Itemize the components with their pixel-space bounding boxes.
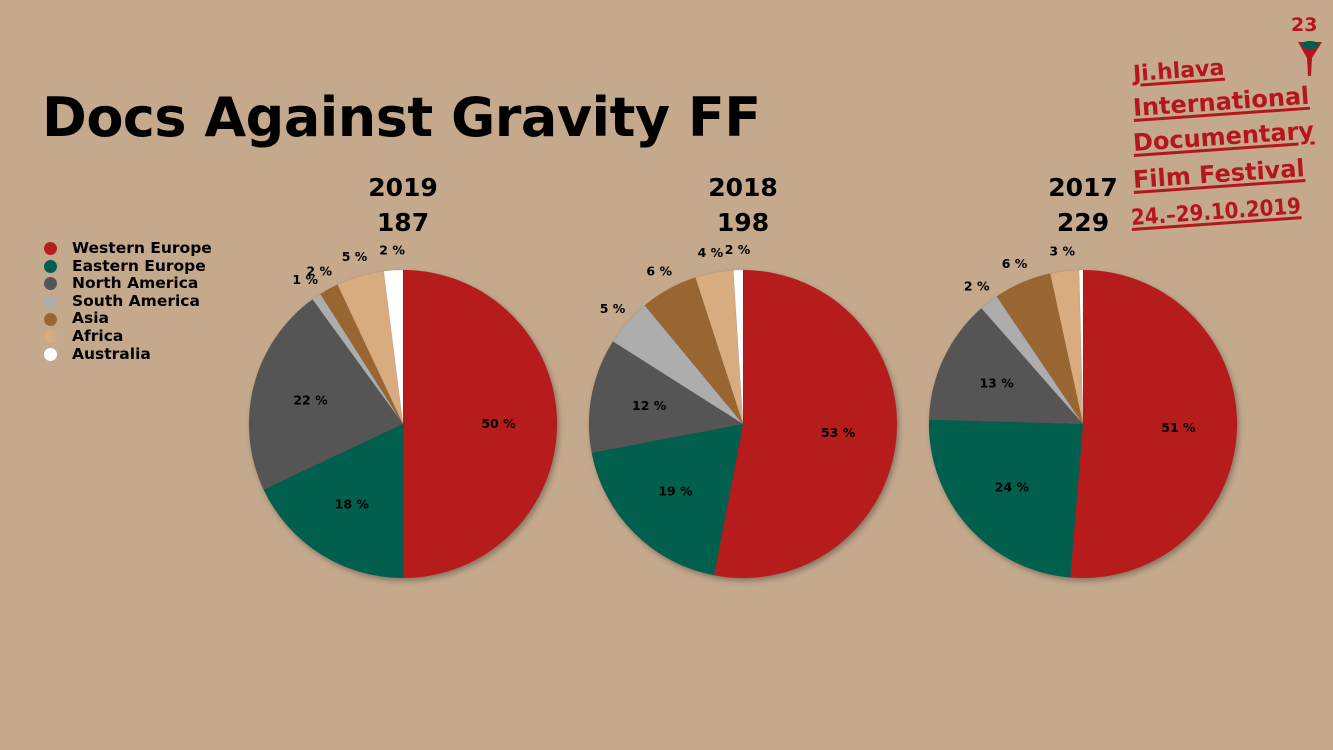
logo-line-3: Documentary <box>1132 116 1315 157</box>
legend-swatch <box>44 312 57 326</box>
pie-data-label: 13 % <box>979 375 1014 390</box>
pie-data-label: 2 % <box>306 264 332 279</box>
legend-label: Western Europe <box>72 239 212 258</box>
pie-total: 198 <box>716 208 770 237</box>
legend-label: Africa <box>72 327 124 346</box>
pie-data-label: 53 % <box>821 425 856 440</box>
pie-year: 2017 <box>1048 173 1118 202</box>
legend-label: Asia <box>72 309 109 328</box>
slide-title: Docs Against Gravity FF <box>42 86 761 149</box>
logo-line-4: Film Festival <box>1132 154 1306 194</box>
legend-label: Australia <box>72 344 151 363</box>
legend-item-asia: Asia <box>42 310 212 328</box>
legend-swatch <box>44 242 57 256</box>
legend-swatch <box>44 347 57 361</box>
pie-data-label: 12 % <box>632 398 667 413</box>
pie-data-label: 5 % <box>600 301 626 316</box>
pie-data-label: 2 % <box>725 242 751 257</box>
legend-swatch <box>44 330 57 344</box>
pie-heading-2018: 2018 198 <box>673 170 813 240</box>
chart-legend: Western Europe Eastern Europe North Amer… <box>42 240 212 363</box>
legend-item-south-america: South America <box>42 293 212 311</box>
pie-data-label: 4 % <box>698 245 724 260</box>
logo-line-1: Ji.hlava <box>1132 55 1226 87</box>
pie-total: 229 <box>1056 208 1110 237</box>
logo-line-2: International <box>1132 81 1311 122</box>
pie-slice-eastern-europe <box>263 423 404 579</box>
pie-data-label: 22 % <box>293 392 328 407</box>
pie-year: 2018 <box>708 173 778 202</box>
pie-data-label: 2 % <box>964 278 990 293</box>
pie-slice-eastern-europe <box>591 423 744 576</box>
legend-swatch <box>44 277 57 291</box>
pie-slice-north-america <box>588 341 744 454</box>
pie-data-label: 19 % <box>658 484 693 499</box>
pie-total: 187 <box>376 208 430 237</box>
legend-item-eastern-europe: Eastern Europe <box>42 258 212 276</box>
pie-data-label: 6 % <box>1002 256 1028 271</box>
pie-slice-australia <box>383 269 404 425</box>
funnel-icon <box>1298 41 1322 76</box>
pie-slice-western-europe <box>1070 269 1238 579</box>
pie-data-label: 18 % <box>335 497 370 512</box>
pie-data-label: 1 % <box>292 272 318 287</box>
legend-swatch <box>44 259 57 273</box>
logo-edition: 23 <box>1291 14 1318 36</box>
legend-item-western-europe: Western Europe <box>42 240 212 258</box>
pie-2018 <box>588 269 898 579</box>
legend-label: Eastern Europe <box>72 256 206 275</box>
pie-slice-western-europe <box>402 269 558 579</box>
pie-data-label: 3 % <box>1049 243 1075 258</box>
pie-heading-2017: 2017 229 <box>1013 170 1153 240</box>
legend-item-north-america: North America <box>42 275 212 293</box>
pie-slice-australia <box>1078 269 1084 425</box>
logo-line-5: 24.–29.10.2019 <box>1130 194 1302 231</box>
pie-data-label: 2 % <box>379 242 405 257</box>
pie-slice-australia <box>733 269 744 425</box>
pie-slice-north-america <box>928 307 1084 425</box>
legend-item-africa: Africa <box>42 328 212 346</box>
legend-label: North America <box>72 274 199 293</box>
legend-item-australia: Australia <box>42 346 212 364</box>
pie-slice-western-europe <box>713 269 898 579</box>
festival-logo: 23 Ji.hlava International Documentary Fi… <box>1128 14 1333 254</box>
pie-data-label: 5 % <box>342 249 368 264</box>
pie-data-label: 51 % <box>1161 420 1196 435</box>
pie-2017 <box>928 269 1238 579</box>
pie-slice-eastern-europe <box>928 419 1084 578</box>
legend-swatch <box>44 295 57 309</box>
pie-2019 <box>248 269 558 579</box>
pie-slice-north-america <box>248 298 404 490</box>
legend-label: South America <box>72 291 200 310</box>
pie-data-label: 50 % <box>481 416 516 431</box>
pie-year: 2019 <box>368 173 438 202</box>
pie-data-label: 6 % <box>646 264 672 279</box>
pie-heading-2019: 2019 187 <box>333 170 473 240</box>
pie-data-label: 24 % <box>995 480 1030 495</box>
